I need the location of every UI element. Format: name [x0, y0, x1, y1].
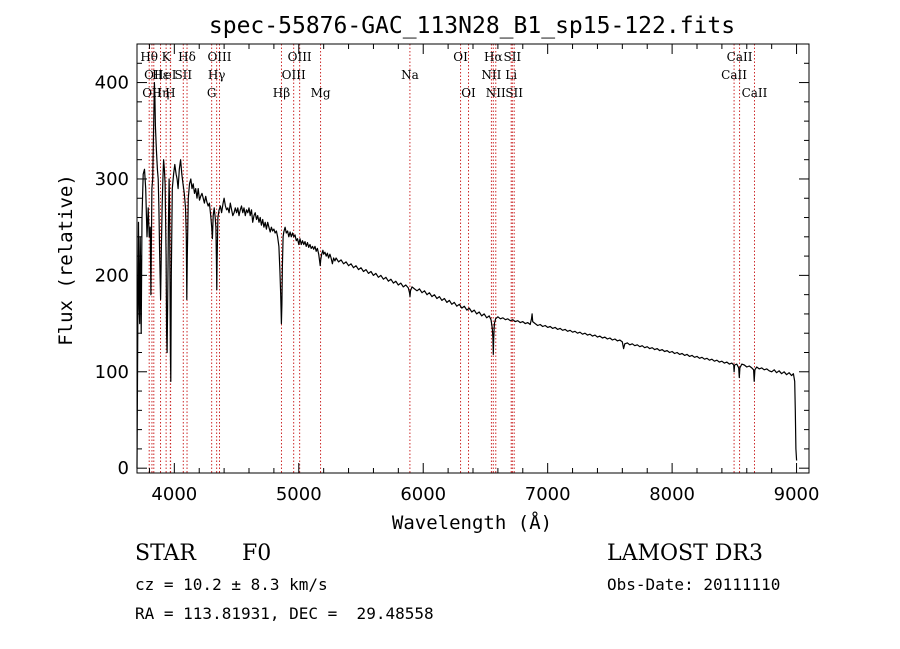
plot-frame [136, 43, 810, 474]
x-tick-label: 4000 [151, 484, 197, 505]
y-tick-label: 300 [95, 169, 129, 190]
line-label: CaII [727, 50, 753, 64]
line-label: Li [505, 68, 517, 82]
line-label: Na [401, 68, 419, 82]
y-axis-label: Flux (relative) [55, 174, 77, 346]
x-tick-label: 9000 [774, 484, 820, 505]
x-tick-label: 6000 [400, 484, 446, 505]
line-label: Hα [484, 50, 503, 64]
line-label: eI [165, 68, 177, 82]
line-label: K [162, 50, 172, 64]
line-label: CaII [742, 86, 768, 100]
x-axis-label: Wavelength (Å) [392, 511, 552, 534]
line-label: Hβ [273, 86, 290, 100]
x-tick-label: 5000 [276, 484, 322, 505]
line-label: OIII [288, 50, 312, 64]
line-label: OIII [282, 68, 306, 82]
spectral-line-labels: HθOIIOIIHεHηKHeISIIHδGHγOIIIHβOIIIOIIIMg… [140, 50, 767, 100]
line-label: CaII [721, 68, 747, 82]
coordinates: RA = 113.81931, DEC = 29.48558 [135, 604, 434, 623]
line-label: Hδ [178, 50, 196, 64]
line-label: OI [453, 50, 468, 64]
line-label: Mg [311, 86, 331, 100]
x-tick-label: 7000 [525, 484, 571, 505]
line-label: NII [481, 68, 501, 82]
line-label: G [207, 86, 217, 100]
line-label: Hη [152, 86, 170, 100]
line-label: OII [144, 68, 164, 82]
redshift-velocity: cz = 10.2 ± 8.3 km/s [135, 575, 328, 594]
line-label: SII [505, 86, 523, 100]
y-tick-label: 400 [95, 73, 129, 94]
line-marker-layer [148, 44, 755, 473]
line-label: OI [461, 86, 476, 100]
spectrum-line [136, 81, 798, 469]
object-subclass: F0 [242, 541, 271, 566]
object-class: STAR [135, 541, 197, 566]
line-label: SII [503, 50, 521, 64]
observation-date: Obs-Date: 20111110 [607, 575, 780, 594]
x-tick-label: 8000 [649, 484, 695, 505]
chart-title: spec-55876-GAC_113N28_B1_sp15-122.fits [209, 13, 735, 39]
survey-name: LAMOST DR3 [607, 541, 763, 566]
line-label: OIII [207, 50, 231, 64]
line-label: SII [174, 68, 192, 82]
tick-layer: 4000 5000 6000 7000 8000 9000 0 100 200 300 400 [95, 43, 820, 505]
y-tick-label: 200 [95, 265, 129, 286]
line-label: Hθ [140, 50, 158, 64]
line-label: Hγ [208, 68, 226, 82]
y-tick-label: 100 [95, 362, 129, 383]
line-label: NII [486, 86, 506, 100]
line-label: H [165, 86, 175, 100]
y-tick-label: 0 [118, 458, 129, 479]
line-label: OII [142, 86, 162, 100]
spectrum-layer [136, 81, 798, 469]
line-label: Hε [152, 68, 169, 82]
